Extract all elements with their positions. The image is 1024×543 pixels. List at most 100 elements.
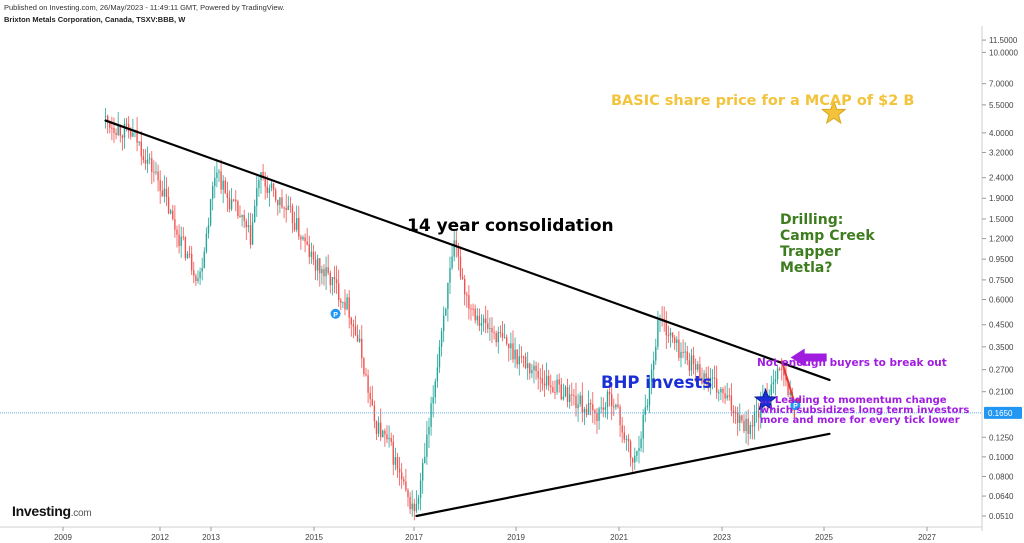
candle-body [169,210,172,214]
x-tick-label: 2021 [610,533,628,542]
candle-body [203,251,205,268]
candle-body [199,271,201,279]
candle-body [333,277,336,280]
candle-body [138,141,140,143]
candle-body [356,334,359,342]
candle-body [625,438,628,440]
drilling-annotation: Drilling: Camp Creek Trapper Metla? [780,212,875,276]
candle-body [566,387,569,402]
candle-body [655,346,657,361]
candle-body [711,377,714,379]
candle-body [350,317,352,325]
candle-body [745,418,747,432]
candle-body [302,237,304,240]
candle-body [627,438,630,442]
candle-body [531,370,533,374]
candle-body [682,351,684,353]
candle-body [770,384,772,396]
candle-body [470,308,472,310]
candle-body [214,177,216,187]
candle-body [732,410,735,413]
candle-body [167,197,170,214]
candle-body [579,395,581,405]
candle-body [501,333,504,338]
candle-body [453,240,455,257]
candle-body [237,201,239,216]
candle-body [274,190,277,201]
candle-body [480,322,483,326]
candle-body [613,406,615,408]
candle-body [277,200,279,206]
candle-body [482,318,485,323]
candle-body [646,405,649,408]
y-tick-label: 1.2000 [989,235,1014,244]
candle-body [327,267,329,273]
candle-body [730,395,733,411]
candle-body [478,315,481,326]
candle-body [657,320,659,347]
candle-body [239,216,241,218]
candle-body [174,219,176,230]
candle-body [562,396,565,400]
candle-body [117,125,119,135]
candle-body [310,251,313,257]
candle-body [753,411,756,427]
candle-body [109,121,111,128]
candle-body [564,387,567,397]
candle-body [155,171,157,173]
candle-body [140,141,142,157]
candle-body [413,503,415,511]
candle-body [688,360,691,371]
red-decline-arrow [780,360,797,407]
candle-body [224,180,226,194]
candle-body [684,351,686,353]
candle-body [757,411,760,418]
candle-body [636,451,638,456]
candle-body [720,388,722,393]
candle-body [547,375,550,386]
x-tick-label: 2015 [305,533,323,542]
candle-body [344,301,346,310]
candle-body [476,315,478,321]
investing-logo: Investing.com [12,503,92,519]
arrow-left-icon [790,348,827,367]
event-icon[interactable] [330,308,341,319]
candle-body [436,367,439,382]
candle-body [417,498,420,504]
candle-body [377,422,380,434]
candle-body [205,233,208,252]
candle-body [352,324,355,327]
candle-body [403,479,405,482]
candle-body [447,282,449,309]
candle-body [451,256,453,269]
candle-body [379,422,382,438]
candle-body [598,408,600,421]
candle-body [686,351,688,361]
y-tick-label: 3.2000 [989,148,1014,157]
candle-body [270,183,273,189]
not-enough-buyers-annotation: Not enough buyers to break out [757,357,947,369]
candle-body [571,394,573,396]
candle-body [285,207,287,211]
candle-body [778,368,781,370]
event-icon[interactable] [790,400,801,411]
candle-body [264,176,266,187]
candle-body [552,387,554,393]
candle-body [638,448,640,452]
candle-body [432,397,434,404]
candle-body [421,462,424,481]
star-icon [753,388,778,411]
candle-body [193,270,195,276]
candle-body [323,269,325,277]
candle-body [226,193,229,199]
candle-body [516,349,518,365]
candle-body [245,221,247,228]
candle-body [493,332,495,334]
candle-body [650,369,653,382]
candle-body [358,338,361,342]
y-tick-label: 4.0000 [989,129,1014,138]
x-tick-label: 2019 [507,533,525,542]
candle-body [617,404,619,407]
candle-body [388,437,390,440]
